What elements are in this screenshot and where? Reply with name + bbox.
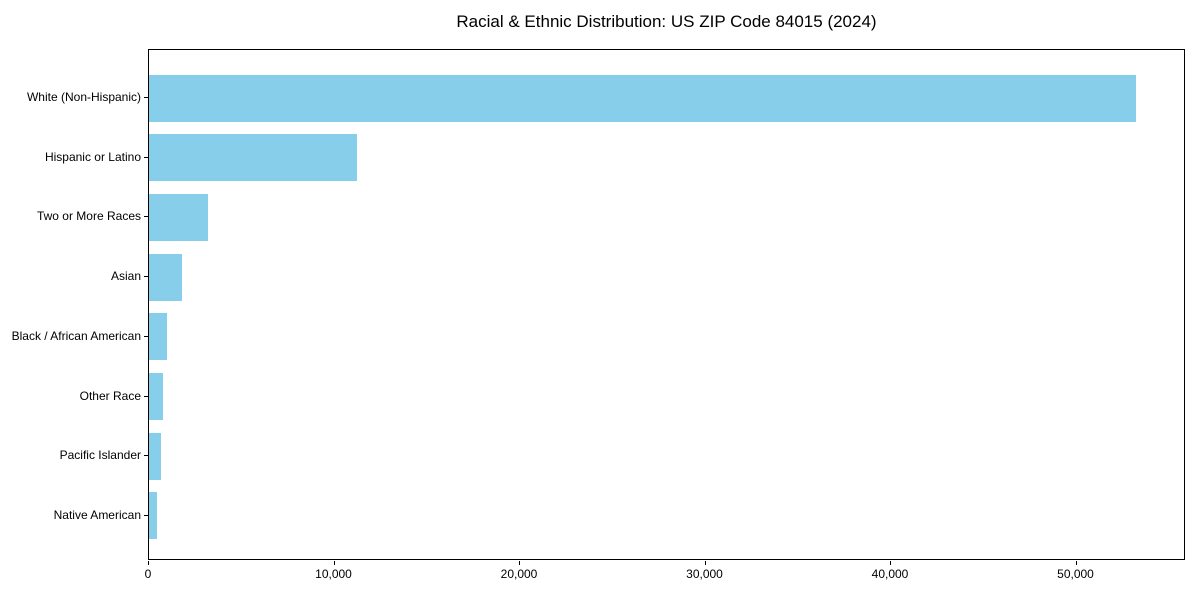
y-tick-mark: [144, 395, 148, 397]
y-tick-label-other-race: Other Race: [79, 388, 141, 403]
x-tick-label-10000: 10,000: [315, 567, 352, 581]
y-tick-label-hispanic-or-latino: Hispanic or Latino: [44, 149, 141, 164]
y-tick-mark: [144, 335, 148, 337]
y-tick-mark: [144, 156, 148, 158]
y-tick-mark: [144, 455, 148, 457]
x-tick-mark: [148, 561, 149, 565]
plot-area: [148, 49, 1185, 560]
x-tick-label-0: 0: [144, 567, 152, 581]
x-tick-mark: [1075, 561, 1077, 565]
bar-hispanic-or-latino: [149, 134, 357, 182]
x-tick-mark: [333, 561, 335, 565]
bar-two-or-more-races: [149, 193, 209, 241]
bar-native-american: [149, 492, 157, 540]
y-tick-label-native-american: Native American: [53, 507, 141, 522]
bar-asian: [149, 253, 183, 301]
y-tick-label-pacific-islander: Pacific Islander: [59, 448, 141, 463]
bar-black-african-american: [149, 313, 167, 361]
x-tick-label-20000: 20,000: [500, 567, 538, 581]
bar-white-non-hispanic: [149, 74, 1136, 122]
bar-pacific-islander: [149, 432, 161, 480]
x-tick-label-30000: 30,000: [686, 567, 723, 581]
x-tick-mark: [890, 561, 891, 565]
y-tick-label-two-or-more-races: Two or More Races: [36, 209, 141, 224]
chart-title: Racial & Ethnic Distribution: US ZIP Cod…: [456, 12, 877, 31]
y-tick-mark: [144, 276, 148, 278]
y-tick-label-white-non-hispanic: White (Non-Hispanic): [26, 90, 141, 104]
x-tick-label-50000: 50,000: [1057, 567, 1094, 581]
x-tick-mark: [704, 561, 706, 565]
x-tick-mark: [519, 561, 520, 565]
y-tick-mark: [144, 216, 148, 218]
y-tick-label-asian: Asian: [110, 269, 141, 284]
x-tick-label-40000: 40,000: [871, 567, 909, 581]
bar-other-race: [149, 373, 163, 421]
y-tick-label-black-african-american: Black / African American: [11, 328, 141, 343]
y-tick-mark: [144, 514, 148, 516]
y-tick-mark: [144, 97, 148, 98]
